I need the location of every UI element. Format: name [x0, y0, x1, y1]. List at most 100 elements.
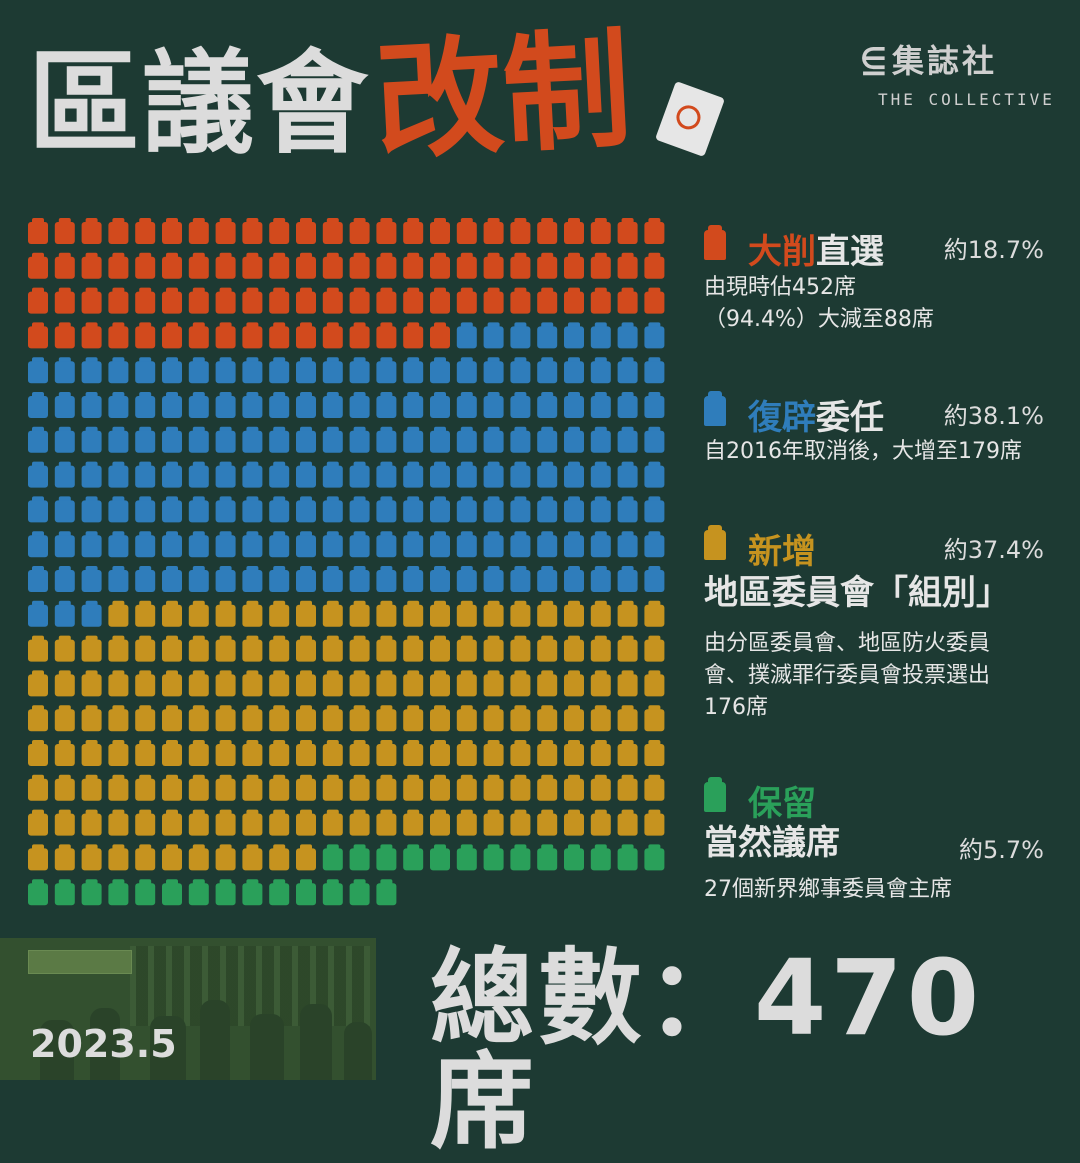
seat-icon — [135, 392, 156, 418]
legend-appointed-h1: 復辟 — [748, 398, 816, 438]
seat-icon — [564, 218, 584, 244]
seat-icon — [349, 879, 370, 906]
seat-icon — [456, 287, 477, 314]
seat-icon — [403, 740, 424, 766]
seat-icon — [564, 322, 584, 349]
ballot-icon — [704, 777, 726, 812]
seat-icon — [162, 531, 182, 558]
seat-icon — [269, 879, 290, 906]
seat-icon — [108, 531, 129, 558]
seat-icon — [54, 287, 75, 314]
seat-icon — [54, 705, 75, 732]
seat-icon — [81, 496, 102, 523]
seat-icon — [135, 461, 156, 488]
seat-icon — [644, 844, 665, 871]
seat-icon — [54, 496, 75, 523]
legend-appointed: 復辟委任 約38.1% 自2016年取消後，大增至179席 — [704, 390, 1050, 468]
seat-icon — [537, 705, 558, 732]
seat-icon — [188, 218, 209, 244]
seat-icon — [564, 774, 584, 801]
seat-icon — [430, 252, 450, 279]
seat-icon — [188, 600, 209, 627]
seat-icon — [215, 600, 236, 627]
seat-icon — [188, 635, 209, 662]
seat-icon — [188, 774, 209, 801]
seat-icon — [590, 287, 611, 314]
seat-icon — [510, 357, 531, 384]
seat-icon — [135, 740, 156, 766]
seat-icon — [81, 670, 102, 697]
seat-icon — [590, 357, 611, 384]
seat-icon — [108, 705, 129, 732]
seat-icon — [162, 357, 182, 384]
seat-icon — [28, 635, 48, 662]
seat-icon — [215, 879, 236, 906]
ballot-icon — [704, 225, 726, 260]
seat-icon — [456, 496, 477, 523]
seat-icon — [242, 670, 263, 697]
seat-icon — [54, 600, 75, 627]
seat-icon — [376, 357, 397, 384]
seat-icon — [296, 705, 316, 732]
seat-icon — [135, 705, 156, 732]
seat-icon — [296, 600, 316, 627]
seat-icon — [483, 566, 504, 592]
seat-icon — [403, 670, 424, 697]
seat-icon — [617, 357, 638, 384]
seat-icon — [296, 740, 316, 766]
seat-icon — [188, 287, 209, 314]
seat-icon — [108, 287, 129, 314]
seat-icon — [322, 879, 343, 906]
seat-icon — [242, 496, 263, 523]
legend-appointed-pct: 約38.1% — [943, 402, 1044, 430]
seat-icon — [456, 461, 477, 488]
seat-icon — [269, 705, 290, 732]
seat-icon — [430, 531, 450, 558]
seat-icon — [296, 879, 316, 906]
seat-icon — [456, 740, 477, 766]
seat-icon — [269, 809, 290, 836]
seat-icon — [349, 670, 370, 697]
legend-direct-h1: 大削 — [748, 232, 816, 272]
seat-icon — [135, 670, 156, 697]
seat-icon — [108, 844, 129, 871]
seat-icon — [81, 322, 102, 349]
seat-icon — [590, 252, 611, 279]
seat-icon — [188, 252, 209, 279]
seat-icon — [215, 218, 236, 244]
seat-icon — [28, 218, 48, 244]
legend-ex-officio-h1: 保留 — [748, 784, 816, 824]
seat-icon — [617, 426, 638, 453]
seat-icon — [162, 252, 182, 279]
seat-icon — [617, 774, 638, 801]
seat-icon — [54, 357, 75, 384]
seat-icon — [108, 426, 129, 453]
seat-icon — [430, 426, 450, 453]
seat-icon — [135, 531, 156, 558]
seat-icon — [483, 392, 504, 418]
seat-icon — [349, 566, 370, 592]
seat-icon — [81, 774, 102, 801]
seat-icon — [188, 461, 209, 488]
seat-icon — [376, 218, 397, 244]
seat-icon — [81, 809, 102, 836]
seat-icon — [215, 496, 236, 523]
seat-icon — [322, 322, 343, 349]
seat-icon — [28, 774, 48, 801]
seat-icon — [215, 426, 236, 453]
seat-icon — [188, 322, 209, 349]
seat-icon — [644, 670, 665, 697]
seat-icon — [162, 218, 182, 244]
seat-icon — [162, 635, 182, 662]
seat-icon — [376, 600, 397, 627]
seat-icon — [81, 252, 102, 279]
seat-icon — [322, 670, 343, 697]
seat-icon — [81, 357, 102, 384]
seat-icon — [483, 740, 504, 766]
seat-icon — [430, 670, 450, 697]
seat-icon — [162, 879, 182, 906]
seat-icon — [590, 844, 611, 871]
seat-icon — [296, 635, 316, 662]
seat-icon — [54, 809, 75, 836]
seat-icon — [537, 670, 558, 697]
